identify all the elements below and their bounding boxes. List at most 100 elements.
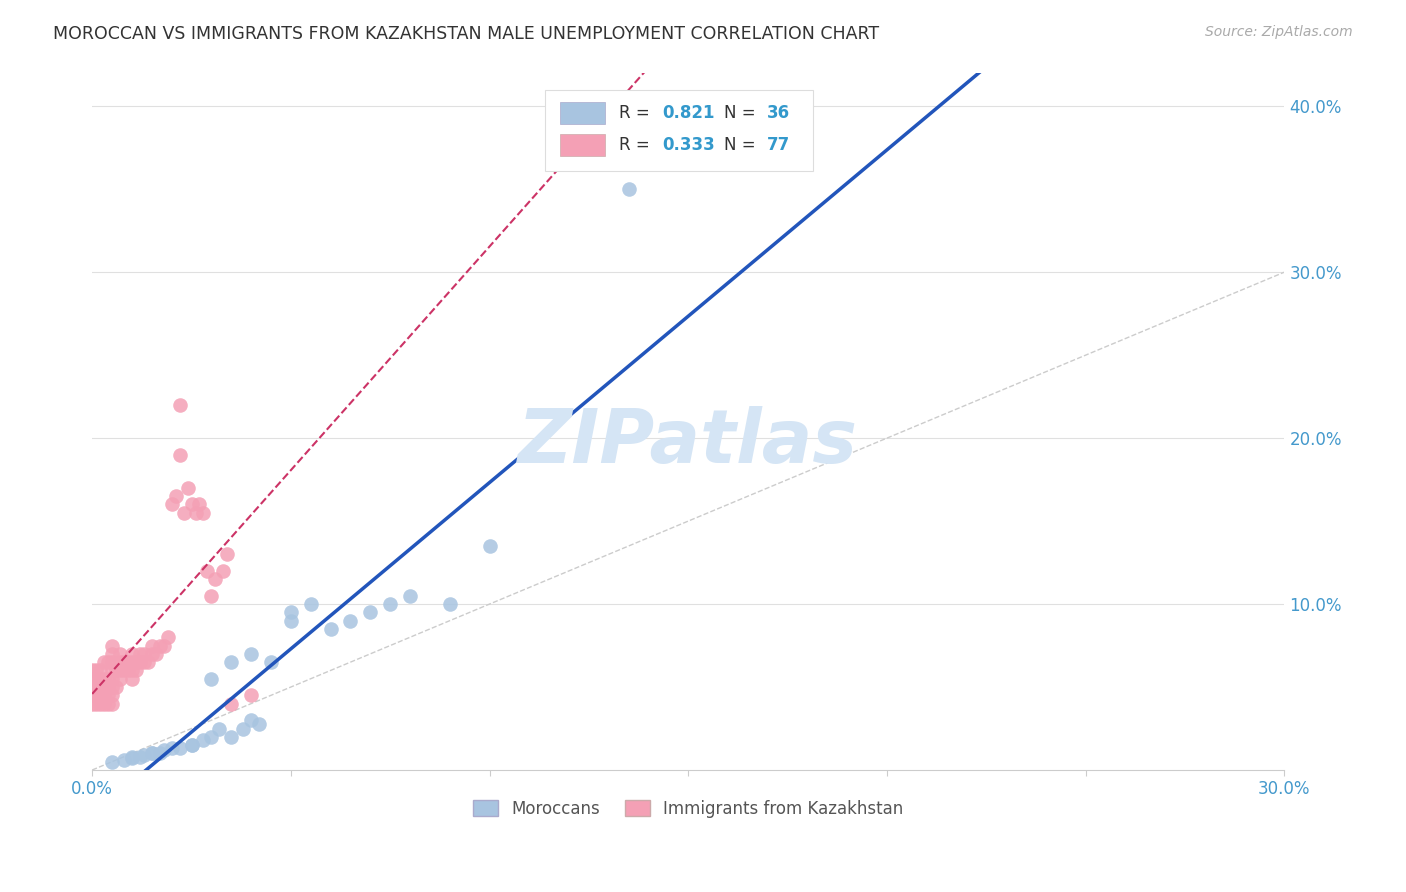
Point xyxy=(97,689,120,703)
Point xyxy=(152,639,174,653)
Point xyxy=(193,733,215,747)
Point xyxy=(93,680,115,694)
Point xyxy=(82,672,104,686)
Point xyxy=(82,664,104,678)
Point xyxy=(101,755,124,769)
Point xyxy=(169,741,191,756)
FancyBboxPatch shape xyxy=(546,90,814,170)
Point xyxy=(439,597,461,611)
FancyBboxPatch shape xyxy=(560,102,605,124)
Point xyxy=(84,672,107,686)
Point xyxy=(180,738,202,752)
Point xyxy=(101,689,124,703)
Point xyxy=(97,680,120,694)
Point xyxy=(152,743,174,757)
Point xyxy=(141,647,163,661)
Point xyxy=(136,655,159,669)
Point xyxy=(108,655,131,669)
Point xyxy=(204,572,226,586)
Point xyxy=(219,730,242,744)
Point xyxy=(105,680,128,694)
Text: 0.821: 0.821 xyxy=(662,103,714,121)
Point xyxy=(101,672,124,686)
Point xyxy=(280,605,302,619)
Point xyxy=(108,672,131,686)
Point xyxy=(132,647,155,661)
Point xyxy=(89,680,111,694)
Point xyxy=(121,647,143,661)
Point xyxy=(128,655,150,669)
Point xyxy=(149,747,172,761)
Point xyxy=(89,664,111,678)
Point xyxy=(200,589,222,603)
Point xyxy=(188,498,211,512)
Point xyxy=(125,664,148,678)
Point xyxy=(132,747,155,762)
Point xyxy=(280,614,302,628)
Point xyxy=(208,722,231,736)
Point xyxy=(380,597,402,611)
Text: ZIPatlas: ZIPatlas xyxy=(519,406,858,479)
Point xyxy=(240,647,263,661)
Point xyxy=(180,738,202,752)
Point xyxy=(176,481,198,495)
Point xyxy=(212,564,235,578)
Point xyxy=(128,647,150,661)
Point xyxy=(93,697,115,711)
Point xyxy=(112,664,135,678)
Point xyxy=(219,655,242,669)
Point xyxy=(121,672,143,686)
Point xyxy=(105,664,128,678)
Point xyxy=(132,655,155,669)
Point xyxy=(260,655,283,669)
Point xyxy=(112,655,135,669)
Point xyxy=(160,741,183,756)
Point xyxy=(121,655,143,669)
Point xyxy=(84,680,107,694)
Point xyxy=(97,697,120,711)
Point xyxy=(173,506,195,520)
Point xyxy=(197,564,219,578)
Point xyxy=(101,664,124,678)
Point xyxy=(121,751,143,765)
Point xyxy=(93,655,115,669)
Point xyxy=(121,664,143,678)
Point xyxy=(156,630,179,644)
Point xyxy=(101,639,124,653)
Point xyxy=(101,680,124,694)
Point xyxy=(165,489,187,503)
Point xyxy=(145,647,167,661)
Point xyxy=(89,689,111,703)
Point xyxy=(169,398,191,412)
Text: N =: N = xyxy=(724,136,761,153)
Text: MOROCCAN VS IMMIGRANTS FROM KAZAKHSTAN MALE UNEMPLOYMENT CORRELATION CHART: MOROCCAN VS IMMIGRANTS FROM KAZAKHSTAN M… xyxy=(53,25,880,43)
Text: 77: 77 xyxy=(768,136,790,153)
Text: Source: ZipAtlas.com: Source: ZipAtlas.com xyxy=(1205,25,1353,39)
Point xyxy=(200,730,222,744)
Point xyxy=(217,547,239,561)
Point xyxy=(108,664,131,678)
Point xyxy=(247,716,270,731)
Point xyxy=(180,498,202,512)
Point xyxy=(359,605,381,619)
Text: R =: R = xyxy=(619,136,655,153)
Point xyxy=(141,639,163,653)
Legend: Moroccans, Immigrants from Kazakhstan: Moroccans, Immigrants from Kazakhstan xyxy=(467,793,910,824)
Point xyxy=(89,672,111,686)
Point xyxy=(149,639,172,653)
Point xyxy=(121,749,143,764)
Point xyxy=(82,689,104,703)
Point xyxy=(141,747,163,761)
Point xyxy=(112,753,135,767)
Point xyxy=(82,680,104,694)
Point xyxy=(299,597,322,611)
Point xyxy=(193,506,215,520)
Point xyxy=(101,647,124,661)
Text: R =: R = xyxy=(619,103,655,121)
Point xyxy=(617,182,640,196)
Point xyxy=(97,672,120,686)
Point xyxy=(200,672,222,686)
Point xyxy=(84,664,107,678)
Point xyxy=(84,689,107,703)
Point xyxy=(93,689,115,703)
